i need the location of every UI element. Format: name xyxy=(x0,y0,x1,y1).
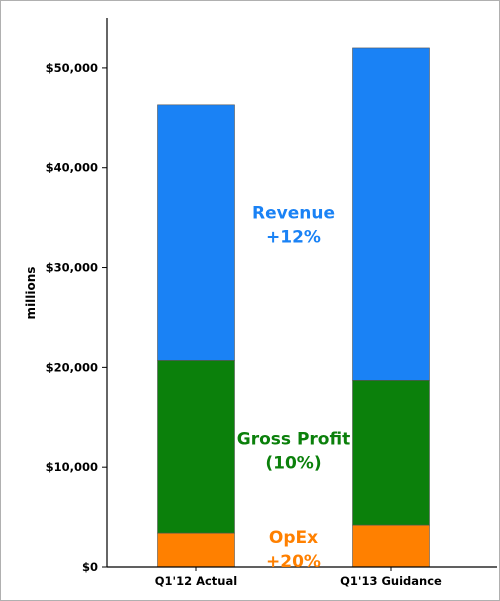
bar-gross-profit xyxy=(157,360,235,534)
x-tick-label: Q1'13 Guidance xyxy=(340,574,442,588)
x-tick-label: Q1'12 Actual xyxy=(155,574,237,588)
y-tick-label: $30,000 xyxy=(46,261,98,275)
y-tick-label: $0 xyxy=(82,560,98,574)
plot-area: $0 $10,000 $20,000 $30,000 $40,000 $50,000 Q1'… xyxy=(46,18,497,588)
annotation-revenue: Revenue xyxy=(252,203,335,223)
bar-revenue xyxy=(157,104,235,361)
y-tick-label: $50,000 xyxy=(46,61,98,75)
annotation-opex: OpEx xyxy=(269,528,318,548)
y-tick-label: $10,000 xyxy=(46,460,98,474)
y-tick-label: $40,000 xyxy=(46,161,98,175)
annotation-revenue: +12% xyxy=(266,227,321,247)
y-axis-label: millions xyxy=(24,267,38,320)
bar-gross-profit xyxy=(352,380,430,526)
annotation-opex: +20% xyxy=(266,552,321,572)
bar-opex xyxy=(157,532,235,568)
y-tick-label: $20,000 xyxy=(46,360,98,374)
annotation-gross-profit: (10%) xyxy=(265,454,321,474)
annotation-gross-profit: Gross Profit xyxy=(237,430,350,450)
bar-opex xyxy=(352,524,430,568)
bar-revenue xyxy=(352,47,430,381)
